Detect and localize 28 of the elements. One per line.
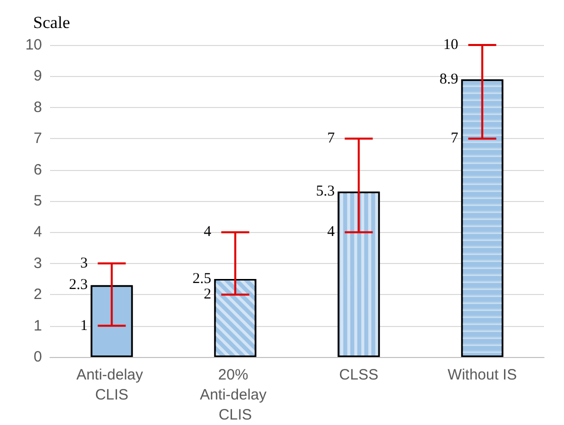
annotation: 7 [450, 130, 459, 147]
x-tick-label: 20% Anti-delay CLIS [200, 366, 271, 424]
y-tick-label: 9 [34, 68, 42, 85]
x-tick-label: Without IS [448, 366, 517, 384]
y-axis-title: Scale [33, 13, 70, 32]
x-tick-label: CLSS [339, 366, 378, 384]
annotation: 1 [80, 318, 88, 334]
y-tick-label: 6 [34, 161, 42, 178]
annotation: 7 [327, 130, 336, 147]
annotation: 4 [204, 224, 212, 240]
x-tick-label: Anti-delay CLIS [76, 366, 148, 404]
annotation: 3 [80, 255, 88, 272]
y-tick-label: 3 [34, 254, 42, 272]
y-tick-label: 2 [34, 286, 42, 304]
annotation: 2 [204, 286, 212, 303]
annotation: 4 [327, 224, 336, 240]
data-label: 2.3 [69, 277, 88, 294]
annotation: 10 [443, 37, 458, 53]
y-tick-label: 5 [34, 192, 42, 210]
y-tick-label: 0 [34, 348, 42, 366]
y-tick-label: 10 [25, 36, 42, 54]
y-tick-label: 7 [34, 130, 42, 148]
data-label: 8.9 [440, 71, 458, 88]
y-tick-label: 8 [34, 98, 42, 116]
data-label: 2.5 [192, 271, 212, 287]
data-label: 5.3 [316, 184, 335, 200]
y-tick-label: 4 [34, 224, 42, 241]
y-tick-label: 1 [34, 317, 42, 334]
